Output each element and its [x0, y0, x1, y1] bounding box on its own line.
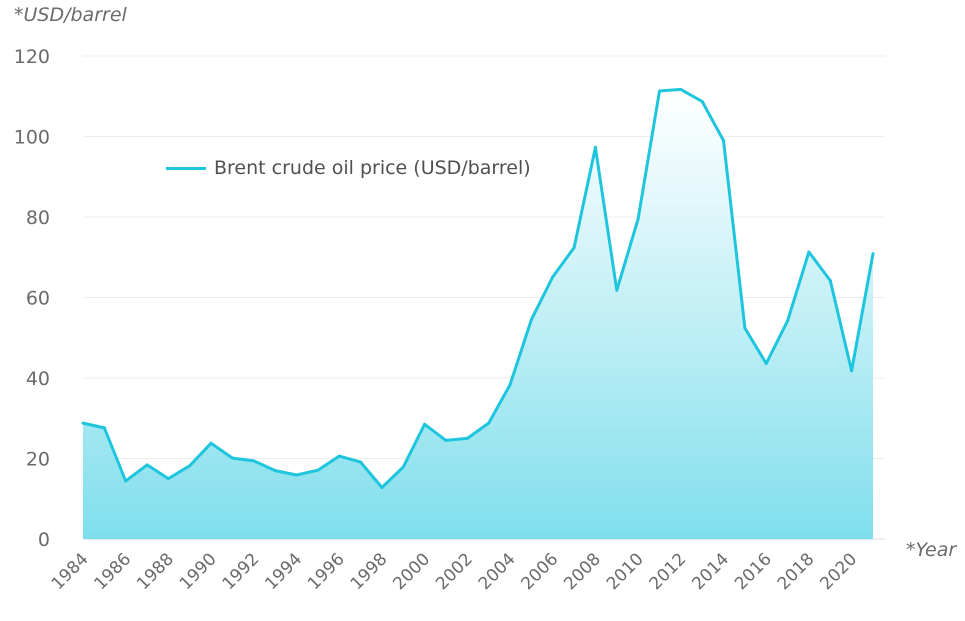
y-tick-label: 60 [26, 288, 50, 310]
x-tick-label: 2016 [731, 549, 776, 594]
x-axis-unit-label: *Year [906, 539, 957, 561]
x-tick-label: 1996 [304, 549, 349, 594]
data-point-1984 [81, 421, 85, 425]
data-point-2011 [658, 89, 661, 93]
data-point-2016 [764, 362, 768, 365]
data-point-1999 [401, 465, 405, 469]
legend-line-swatch [166, 166, 206, 170]
data-point-1990 [209, 441, 213, 445]
data-point-2007 [572, 246, 576, 250]
data-point-2004 [508, 383, 512, 387]
y-tick-label: 40 [26, 368, 50, 390]
x-tick-label: 1988 [133, 549, 178, 594]
y-axis-unit-label: *USD/barrel [14, 4, 127, 26]
data-point-2008 [593, 145, 597, 149]
data-point-2001 [444, 438, 448, 442]
x-tick-label: 2008 [560, 549, 605, 594]
x-tick-label: 1992 [219, 549, 264, 594]
y-tick-label: 100 [14, 127, 50, 149]
x-tick-label: 1986 [91, 549, 136, 594]
x-tick-label: 2010 [603, 549, 648, 594]
x-tick-label: 1984 [48, 549, 93, 594]
x-tick-label: 1994 [261, 549, 306, 594]
data-point-1998 [380, 486, 384, 489]
data-point-1993 [273, 469, 277, 473]
x-tick-label: 2006 [518, 549, 563, 594]
x-tick-label: 2014 [688, 549, 733, 594]
y-tick-label: 0 [38, 529, 50, 551]
data-point-1986 [124, 479, 128, 483]
x-tick-label: 2000 [389, 549, 434, 594]
data-point-1994 [295, 473, 298, 477]
y-tick-label: 120 [14, 46, 50, 68]
area-fill [83, 89, 873, 540]
x-tick-label: 2012 [646, 549, 691, 594]
data-point-1988 [166, 477, 170, 481]
data-point-1991 [231, 456, 234, 460]
data-point-2005 [529, 318, 533, 322]
data-point-2020 [850, 369, 854, 373]
data-point-2021 [871, 252, 875, 256]
data-point-2019 [828, 279, 832, 283]
data-point-2009 [615, 288, 619, 292]
area-fill-group [83, 89, 873, 540]
data-point-2018 [807, 250, 811, 254]
x-tick-label: 2020 [816, 549, 861, 594]
data-point-2010 [636, 217, 640, 221]
y-tick-label: 80 [26, 207, 50, 229]
x-tick-label: 2018 [774, 549, 819, 594]
data-point-1989 [188, 464, 192, 468]
data-point-2006 [551, 275, 555, 279]
data-point-1985 [102, 426, 106, 430]
data-point-1995 [316, 468, 320, 472]
legend-series-label: Brent crude oil price (USD/barrel) [214, 157, 531, 179]
x-tick-label: 1998 [347, 549, 392, 594]
data-point-2017 [786, 319, 790, 323]
data-point-2003 [487, 421, 491, 425]
legend: Brent crude oil price (USD/barrel) [166, 157, 531, 179]
data-point-2002 [465, 436, 469, 440]
data-point-2012 [679, 87, 683, 91]
series-line-group [81, 87, 875, 489]
y-tick-label: 20 [26, 449, 50, 471]
data-point-2015 [743, 326, 747, 330]
series-line [82, 87, 875, 489]
x-tick-label: 1990 [176, 549, 221, 594]
data-point-2000 [423, 422, 427, 426]
data-point-1987 [145, 463, 149, 467]
data-point-1992 [252, 459, 256, 463]
data-point-2013 [700, 100, 704, 103]
data-point-1996 [337, 454, 341, 458]
x-tick-label: 2004 [475, 549, 520, 594]
x-axis-tick-labels: 1984198619881990199219941996199820002002… [48, 549, 861, 594]
data-point-1997 [359, 460, 363, 464]
y-axis-tick-labels: 0 20 40 60 80 100 120 [14, 46, 50, 551]
data-point-2014 [722, 139, 725, 142]
x-tick-label: 2002 [432, 549, 477, 594]
